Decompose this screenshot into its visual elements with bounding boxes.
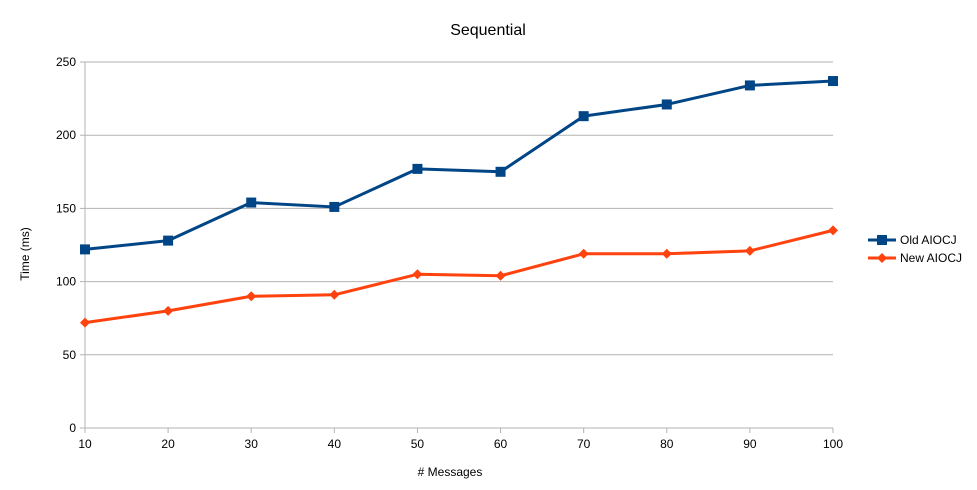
chart-title: Sequential — [450, 22, 526, 39]
y-tick-label: 50 — [63, 348, 77, 362]
x-tick-label: 70 — [577, 437, 591, 451]
legend-item: New AIOCJ — [868, 251, 962, 265]
x-tick-label: 50 — [411, 437, 425, 451]
data-point — [329, 289, 340, 300]
data-point — [661, 248, 672, 259]
x-tick-label: 10 — [78, 437, 92, 451]
legend-label: Old AIOCJ — [900, 233, 957, 247]
series-line — [84, 79, 834, 251]
legend: Old AIOCJ New AIOCJ — [868, 233, 962, 265]
axes: 0 50 100 150 200 250 10 20 30 40 50 60 70 80 90 100 — [56, 55, 843, 451]
x-tick-label: 90 — [743, 437, 757, 451]
legend-item: Old AIOCJ — [868, 233, 957, 247]
x-tick-label: 80 — [660, 437, 674, 451]
series-new-aiocj — [80, 225, 838, 328]
x-tick-label: 60 — [494, 437, 508, 451]
legend-label: New AIOCJ — [900, 251, 962, 265]
x-tick-label: 40 — [328, 437, 342, 451]
legend-swatch-marker — [877, 253, 887, 263]
data-point — [578, 248, 589, 259]
data-point — [412, 163, 423, 174]
series-layer — [80, 76, 838, 328]
data-point — [495, 166, 506, 177]
series-line — [84, 228, 834, 325]
data-point — [80, 317, 90, 328]
x-tick-label: 100 — [823, 437, 843, 451]
data-point — [495, 270, 506, 281]
x-tick-label: 30 — [245, 437, 259, 451]
data-point — [744, 245, 755, 256]
data-point — [661, 99, 672, 110]
legend-swatch-marker — [877, 235, 887, 245]
y-axis-title: Time (ms) — [18, 227, 32, 281]
gridlines — [85, 61, 833, 429]
y-tick-label: 100 — [56, 275, 76, 289]
data-point — [80, 244, 90, 255]
data-point — [744, 80, 755, 91]
x-tick-label: 20 — [161, 437, 175, 451]
y-tick-label: 0 — [69, 421, 76, 435]
x-axis-title: # Messages — [418, 465, 483, 479]
series-old-aiocj — [80, 76, 838, 255]
data-point — [246, 291, 257, 302]
data-point — [412, 269, 423, 280]
y-tick-label: 250 — [56, 55, 76, 69]
data-point — [329, 201, 340, 212]
y-tick-label: 150 — [56, 201, 76, 215]
data-point — [828, 76, 838, 87]
data-point — [828, 225, 838, 236]
data-point — [578, 111, 589, 122]
data-point — [246, 197, 257, 208]
y-tick-label: 200 — [56, 128, 76, 142]
data-point — [163, 305, 174, 316]
data-point — [163, 235, 174, 246]
